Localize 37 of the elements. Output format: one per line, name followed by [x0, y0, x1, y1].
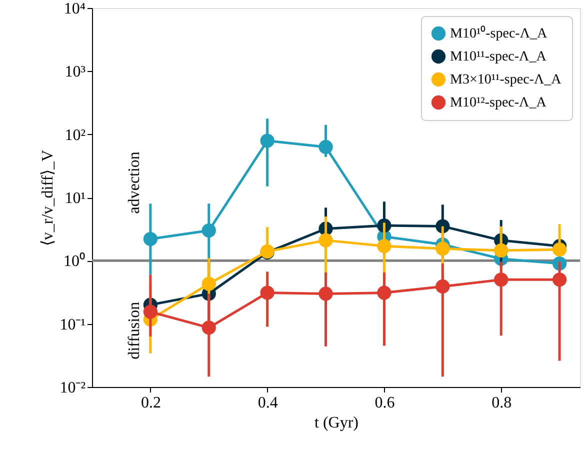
point: [318, 233, 333, 248]
point: [202, 223, 216, 238]
point: [377, 286, 392, 300]
legend-label: M10¹¹-spec-Λ_A: [450, 50, 548, 64]
point: [377, 239, 392, 254]
x-axis-title: t (Gyr): [314, 414, 358, 432]
y-tick-label: 10³: [64, 64, 86, 81]
point: [494, 272, 508, 287]
point: [202, 276, 216, 291]
y-tick-label: 10⁻¹: [60, 316, 86, 334]
point: [260, 286, 274, 300]
legend-label: M10¹²-spec-Λ_A: [450, 96, 548, 110]
x-tick-label: 0.4: [258, 394, 278, 412]
legend-label: M10¹⁰-spec-Λ_A: [450, 26, 548, 42]
annotation: advection: [126, 152, 143, 214]
point: [318, 286, 333, 301]
point: [202, 320, 216, 335]
point: [318, 140, 333, 154]
y-axis-title: ⟨v_r/v_diff⟩_V: [40, 149, 57, 246]
y-tick-label: 10²: [64, 126, 86, 144]
x-tick-label: 0.6: [374, 394, 395, 412]
point: [552, 242, 567, 257]
point: [143, 304, 158, 319]
point: [436, 279, 450, 294]
point: [143, 232, 158, 246]
legend-label: M3×10¹¹-spec-Λ_A: [450, 72, 562, 88]
y-tick-label: 10¹: [64, 190, 86, 207]
y-tick-label: 10⁻²: [60, 380, 86, 396]
point: [436, 242, 450, 256]
y-tick-label: 10⁰: [64, 252, 86, 270]
x-tick-label: 0.2: [140, 394, 161, 412]
annotation: diffusion: [126, 302, 143, 360]
x-tick-label: 0.8: [492, 394, 512, 412]
y-tick-label: 10⁴: [64, 0, 86, 18]
point: [260, 134, 274, 148]
point: [552, 272, 567, 287]
point: [494, 243, 508, 258]
